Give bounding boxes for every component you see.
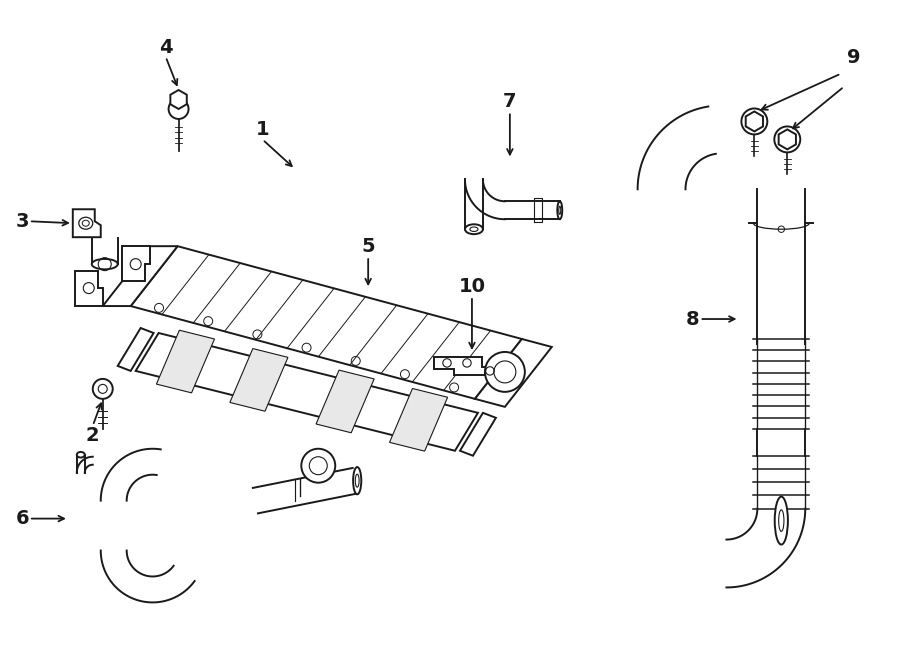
Ellipse shape [465, 224, 483, 234]
Polygon shape [170, 90, 187, 109]
Polygon shape [103, 246, 177, 306]
Text: 8: 8 [686, 309, 699, 329]
Polygon shape [465, 179, 505, 219]
Polygon shape [122, 246, 149, 281]
Text: 2: 2 [86, 426, 100, 445]
Circle shape [742, 108, 768, 134]
Polygon shape [778, 130, 796, 149]
Text: 10: 10 [458, 277, 485, 296]
Ellipse shape [353, 467, 361, 494]
Polygon shape [390, 389, 447, 451]
Circle shape [302, 449, 335, 483]
Polygon shape [130, 246, 522, 399]
Polygon shape [465, 179, 483, 229]
Polygon shape [118, 328, 154, 371]
Polygon shape [475, 339, 552, 407]
Polygon shape [75, 271, 103, 306]
Polygon shape [76, 457, 93, 473]
Polygon shape [460, 413, 496, 455]
Circle shape [774, 126, 800, 153]
Polygon shape [726, 508, 806, 588]
Polygon shape [136, 333, 478, 451]
Circle shape [168, 99, 189, 119]
Polygon shape [434, 357, 502, 375]
Polygon shape [157, 330, 214, 393]
Text: 3: 3 [15, 212, 29, 231]
Circle shape [93, 379, 112, 399]
Polygon shape [746, 112, 763, 132]
Polygon shape [230, 348, 288, 411]
Polygon shape [101, 551, 194, 602]
Text: 6: 6 [15, 509, 29, 528]
Ellipse shape [92, 259, 118, 269]
Ellipse shape [76, 452, 85, 457]
Polygon shape [637, 106, 716, 189]
Polygon shape [73, 210, 101, 237]
Circle shape [485, 352, 525, 392]
Text: 4: 4 [158, 38, 173, 57]
Text: 9: 9 [848, 48, 861, 67]
Ellipse shape [775, 496, 788, 545]
Polygon shape [101, 449, 161, 500]
Polygon shape [253, 468, 357, 514]
Text: 5: 5 [362, 237, 375, 256]
Ellipse shape [557, 201, 562, 219]
Polygon shape [505, 201, 560, 219]
Text: 1: 1 [256, 120, 269, 139]
Text: 7: 7 [503, 93, 517, 112]
Polygon shape [316, 370, 374, 433]
